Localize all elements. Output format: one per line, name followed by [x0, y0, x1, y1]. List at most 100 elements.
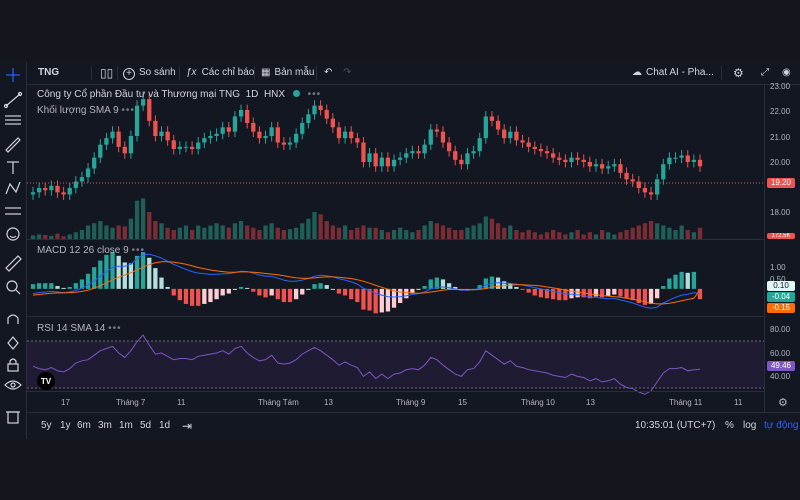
range-1d-button[interactable]: 1d [159, 420, 171, 431]
volume-bar [618, 232, 623, 239]
macd-histogram-bar [361, 288, 366, 310]
candle-body [697, 159, 703, 167]
fullscreen-icon[interactable]: ⤢ [761, 67, 769, 78]
volume-bar [563, 234, 568, 239]
range-5y-button[interactable]: 5y [41, 420, 52, 431]
text-icon[interactable] [7, 161, 19, 174]
candle-body [557, 157, 562, 160]
zoom-icon[interactable] [6, 280, 21, 295]
volume-bar [520, 232, 525, 239]
signal-value-label: -0.15 [767, 303, 795, 313]
price-tick: 18.00 [770, 208, 791, 217]
candle-body [257, 131, 262, 139]
candle-body [269, 127, 274, 136]
time-tick: 13 [586, 398, 595, 407]
templates-button[interactable]: ▦ Bản mẫu [261, 62, 314, 84]
ruler-settings-icon[interactable] [5, 207, 21, 215]
brush-icon[interactable] [5, 137, 21, 153]
more-icon[interactable]: ••• [121, 105, 135, 116]
trash-icon[interactable] [6, 411, 20, 424]
macd-histogram-bar [226, 288, 231, 294]
candle-body [122, 146, 127, 154]
candle-body [312, 105, 317, 115]
magnet-icon[interactable] [7, 314, 19, 324]
symbol-search-button[interactable]: TNG [38, 67, 60, 78]
macd-legend[interactable]: MACD 12 26 close 9 ••• [37, 245, 145, 256]
more-icon[interactable]: ••• [108, 323, 122, 334]
time-tick: 17 [61, 398, 70, 407]
range-3m-button[interactable]: 3m [98, 420, 112, 431]
macd-histogram-bar [263, 288, 268, 298]
crosshair-icon[interactable] [6, 68, 20, 82]
volume-bar [483, 216, 488, 239]
price-tick: 21.00 [770, 133, 791, 142]
candle-body [422, 144, 427, 154]
gear-icon[interactable]: ⚙ [733, 66, 744, 80]
plus-circle-icon: + [123, 68, 135, 80]
candle-body [606, 166, 611, 169]
range-6m-button[interactable]: 6m [77, 420, 91, 431]
candle-body [587, 162, 592, 167]
macd-histogram-bar [502, 281, 507, 289]
volume-bar [342, 225, 348, 239]
bottom-toolbar: 5y 1y 6m 3m 1m 5d 1d ⇥ 10:35:01 (UTC+7) … [27, 412, 800, 440]
macd-tick: 0.50 [770, 275, 786, 284]
rsi-legend-label: RSI 14 SMA 14 [37, 323, 106, 334]
pattern-icon[interactable] [5, 181, 21, 195]
tradingview-logo[interactable]: TV [37, 372, 55, 390]
volume-bar [49, 235, 54, 239]
undo-icon[interactable]: ↶ [324, 67, 333, 78]
macd-histogram-bar [373, 288, 378, 314]
more-icon[interactable]: ••• [307, 89, 322, 100]
lock-drawing-icon[interactable] [7, 336, 19, 350]
horizontal-lines-icon[interactable] [5, 115, 21, 125]
chart-canvas[interactable]: TV [0, 62, 800, 439]
volume-bar [208, 225, 213, 239]
indicators-button[interactable]: ƒx Các chỉ báo [186, 62, 254, 84]
lock-icon[interactable] [7, 358, 19, 372]
volume-bar [446, 227, 452, 239]
candle-body [685, 155, 690, 162]
pane-separator[interactable] [27, 391, 764, 392]
chat-ai-button[interactable]: ☁ Chat AI - Pha... [632, 62, 714, 84]
volume-bar [606, 232, 611, 239]
clock-label[interactable]: 10:35:01 (UTC+7) [635, 420, 716, 431]
macd-histogram-bar [287, 288, 293, 303]
time-tick: Tháng 10 [521, 398, 555, 407]
eye-icon[interactable] [4, 380, 22, 390]
more-icon[interactable]: ••• [131, 245, 146, 256]
volume-bar [85, 225, 91, 239]
candle-body [183, 146, 189, 148]
volume-bar [630, 227, 635, 239]
camera-icon[interactable]: ◉ [782, 67, 791, 78]
volume-bar [92, 223, 97, 239]
main-legend[interactable]: Công ty Cổ phần Đầu tư và Thương mại TNG… [37, 89, 321, 100]
time-tick: Tháng 7 [116, 398, 146, 407]
rsi-legend[interactable]: RSI 14 SMA 14 ••• [37, 323, 122, 334]
emoji-icon[interactable] [6, 227, 20, 241]
range-1m-button[interactable]: 1m [119, 420, 133, 431]
range-1y-button[interactable]: 1y [60, 420, 71, 431]
percent-toggle[interactable]: % [725, 420, 734, 431]
time-axis[interactable]: 17 Tháng 7 11 Tháng Tám 13 Tháng 9 15 Th… [27, 393, 764, 411]
pane-separator[interactable] [27, 239, 764, 240]
bar-style-icon[interactable]: ▯▯ [100, 66, 114, 80]
range-5d-button[interactable]: 5d [140, 420, 152, 431]
trend-line-icon[interactable] [3, 91, 23, 109]
volume-bar [416, 230, 421, 239]
auto-toggle[interactable]: tự động [764, 420, 799, 431]
log-toggle[interactable]: log [743, 420, 757, 431]
candle-body [318, 105, 323, 110]
compare-button[interactable]: + So sánh [123, 62, 176, 84]
candle-body [300, 123, 305, 134]
macd-histogram-bar [202, 288, 207, 304]
measure-icon[interactable] [5, 255, 22, 272]
date-range-icon[interactable]: ⇥ [182, 419, 193, 433]
gear-icon[interactable]: ⚙ [778, 397, 788, 409]
volume-legend[interactable]: Khối lượng SMA 9 ••• [37, 105, 135, 116]
volume-bar [171, 230, 176, 239]
volume-value-label: 172.5K [767, 233, 795, 239]
volume-bar [398, 227, 403, 239]
pane-separator[interactable] [27, 316, 764, 317]
redo-icon[interactable]: ↷ [343, 67, 352, 78]
